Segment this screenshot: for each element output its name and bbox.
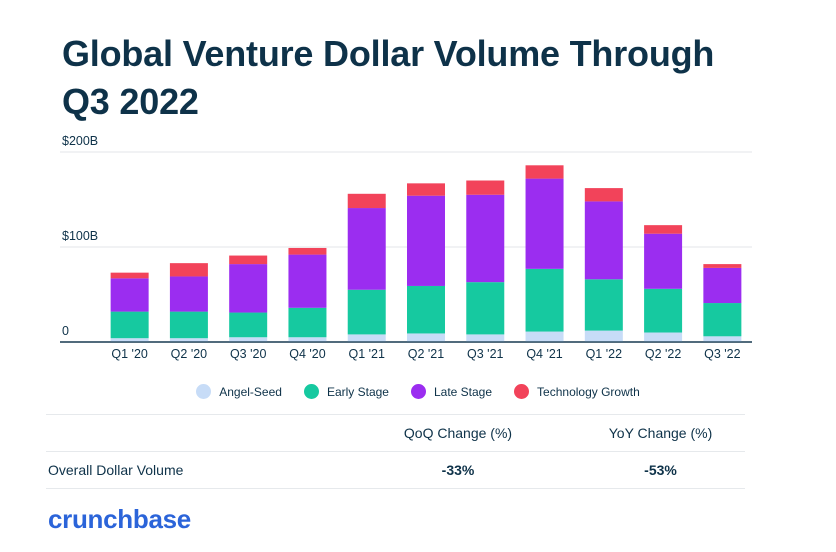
table-cell-yoy: -53% bbox=[644, 462, 677, 478]
legend-item-early-stage: Early Stage bbox=[303, 384, 389, 399]
bar-segment-late-stage bbox=[525, 178, 564, 269]
legend-item-late-stage: Late Stage bbox=[410, 384, 493, 399]
bar-segment-early-stage bbox=[347, 289, 386, 335]
bar-segment-angel-seed bbox=[644, 332, 683, 342]
table-row: Overall Dollar Volume -33% -53% bbox=[46, 451, 745, 489]
table-row-label: Overall Dollar Volume bbox=[48, 462, 184, 478]
bar-segment-angel-seed bbox=[407, 333, 445, 342]
bar-segment-technology-growth bbox=[110, 272, 149, 279]
bar-segment-early-stage bbox=[288, 307, 327, 338]
bar-segment-technology-growth bbox=[169, 263, 208, 277]
bar-segment-early-stage bbox=[407, 285, 445, 334]
bar-segment-technology-growth bbox=[407, 183, 445, 196]
bar-segment-late-stage bbox=[644, 233, 683, 289]
bar-segment-technology-growth bbox=[288, 247, 327, 255]
bar-segment-late-stage bbox=[466, 194, 505, 283]
bar-segment-early-stage bbox=[110, 311, 149, 339]
bar-segment-angel-seed bbox=[229, 337, 268, 342]
bar-segment-technology-growth bbox=[584, 188, 623, 202]
table-cell-qoq: -33% bbox=[441, 462, 475, 478]
bar-segment-early-stage bbox=[229, 312, 268, 338]
bar-segment-technology-growth bbox=[229, 255, 268, 265]
bar-segment-early-stage bbox=[169, 311, 208, 339]
x-tick-label: Q3 '22 bbox=[704, 347, 740, 361]
bar-segment-angel-seed bbox=[110, 338, 149, 342]
legend-swatch-late-stage bbox=[410, 384, 426, 399]
x-tick-label: Q4 '21 bbox=[526, 347, 562, 361]
legend-label-late-stage: Late Stage bbox=[433, 384, 493, 399]
bar-segment-late-stage bbox=[229, 264, 268, 313]
legend-label-technology-growth: Technology Growth bbox=[537, 384, 640, 399]
legend-swatch-early-stage bbox=[303, 384, 319, 399]
crunchbase-logo: crunchbase bbox=[48, 504, 191, 534]
bar-segment-technology-growth bbox=[525, 165, 564, 179]
bar-segment-late-stage bbox=[110, 278, 149, 312]
x-tick-label: Q2 '22 bbox=[645, 347, 681, 361]
bar-segment-angel-seed bbox=[169, 338, 208, 342]
x-tick-label: Q2 '21 bbox=[408, 347, 444, 361]
bar-segment-early-stage bbox=[644, 288, 683, 333]
y-tick-label: $200B bbox=[62, 134, 98, 148]
bar-segment-late-stage bbox=[288, 254, 327, 308]
table-header-row: QoQ Change (%) YoY Change (%) bbox=[46, 414, 745, 451]
stacked-bar-chart: 0 $100B $200B Q1 '20 Q2 '20 Q3 '20 Q4 '20 Q1 '2… bbox=[60, 134, 752, 361]
x-tick-label: Q1 '21 bbox=[349, 347, 385, 361]
bar-segment-late-stage bbox=[407, 195, 445, 286]
bar-segment-angel-seed bbox=[466, 334, 505, 342]
bar-segment-early-stage bbox=[525, 268, 564, 332]
y-tick-label: $100B bbox=[62, 229, 98, 243]
bar-segment-angel-seed bbox=[703, 336, 742, 342]
x-tick-label: Q3 '21 bbox=[467, 347, 503, 361]
x-tick-label: Q3 '20 bbox=[230, 347, 266, 361]
bar-segment-late-stage bbox=[169, 276, 208, 312]
table-header-qoq: QoQ Change (%) bbox=[403, 425, 513, 441]
bar-segment-late-stage bbox=[347, 208, 386, 290]
legend-label-angel-seed: Angel-Seed bbox=[219, 384, 282, 399]
x-tick-label: Q4 '20 bbox=[289, 347, 325, 361]
x-tick-label: Q2 '20 bbox=[171, 347, 207, 361]
bar-segment-angel-seed bbox=[584, 330, 623, 342]
chart-title: Global Venture Dollar Volume Through Q3 … bbox=[62, 30, 762, 126]
bar-segment-technology-growth bbox=[347, 193, 386, 209]
bar-segment-early-stage bbox=[466, 282, 505, 335]
legend-swatch-angel-seed bbox=[196, 384, 212, 399]
bar-segment-angel-seed bbox=[525, 331, 564, 342]
legend-label-early-stage: Early Stage bbox=[326, 384, 389, 399]
x-tick-label: Q1 '22 bbox=[586, 347, 622, 361]
bar-segment-early-stage bbox=[584, 279, 623, 331]
bar-segment-early-stage bbox=[703, 303, 742, 337]
table-header-yoy: YoY Change (%) bbox=[608, 425, 713, 441]
bar-segment-angel-seed bbox=[288, 337, 327, 342]
bar-segment-technology-growth bbox=[644, 225, 683, 234]
legend-item-technology-growth: Technology Growth bbox=[514, 384, 640, 399]
change-table: QoQ Change (%) YoY Change (%) Overall Do… bbox=[46, 414, 745, 489]
x-tick-label: Q1 '20 bbox=[111, 347, 147, 361]
chart-title-line-2: Q3 2022 bbox=[62, 81, 199, 122]
bar-segment-late-stage bbox=[584, 201, 623, 280]
chart-title-line-1: Global Venture Dollar Volume Through bbox=[62, 33, 715, 74]
bar-segment-technology-growth bbox=[466, 180, 505, 195]
chart-legend: Angel-Seed Early Stage Late Stage Techno… bbox=[0, 384, 836, 399]
y-tick-label: 0 bbox=[62, 324, 69, 338]
bar-segment-angel-seed bbox=[347, 334, 386, 342]
legend-swatch-technology-growth bbox=[514, 384, 530, 399]
bar-segment-late-stage bbox=[703, 267, 742, 304]
legend-item-angel-seed: Angel-Seed bbox=[196, 384, 282, 399]
bar-segment-technology-growth bbox=[703, 264, 742, 268]
